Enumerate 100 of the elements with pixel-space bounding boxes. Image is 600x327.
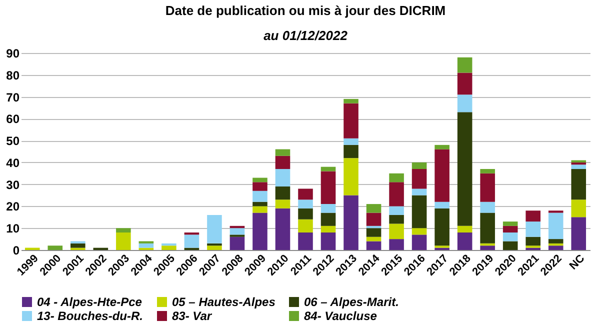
bar — [230, 236, 245, 250]
bar — [116, 232, 131, 250]
chart-subtitle: au 01/12/2022 — [264, 28, 348, 43]
bar — [389, 214, 404, 224]
y-tick-label: 80 — [6, 68, 20, 82]
bar — [571, 164, 586, 170]
bar — [298, 188, 313, 200]
bar — [320, 232, 336, 250]
y-tick-label: 0 — [12, 244, 20, 258]
bar — [207, 243, 222, 246]
bar — [366, 241, 382, 250]
bar — [548, 239, 564, 244]
bar — [526, 210, 540, 222]
bar — [344, 158, 358, 196]
bar — [344, 98, 358, 104]
legend-label: 04 - Alpes-Hte-Pce — [37, 295, 142, 309]
bar — [412, 162, 427, 170]
bar — [502, 241, 518, 250]
bar — [389, 182, 404, 206]
bar — [457, 112, 472, 226]
bar — [162, 243, 176, 246]
bar — [571, 217, 586, 250]
bar — [480, 202, 495, 213]
bar — [252, 182, 268, 191]
bar — [502, 226, 518, 232]
bar — [252, 202, 268, 206]
y-tick-label: 50 — [6, 134, 20, 148]
bar — [480, 246, 495, 250]
bar — [526, 222, 540, 237]
bar — [434, 208, 450, 246]
bar — [298, 200, 313, 208]
bar — [480, 243, 495, 246]
x-tick-label: NC — [567, 252, 588, 272]
bar — [480, 212, 495, 244]
bar — [366, 228, 382, 237]
bar — [412, 169, 427, 189]
y-tick-label: 90 — [6, 46, 20, 60]
bar — [320, 204, 336, 213]
bar — [275, 149, 290, 156]
bar — [434, 202, 450, 208]
y-tick-label: 20 — [6, 200, 20, 214]
chart-title: Date de publication ou mis à jour des DICRIM — [165, 3, 446, 18]
bar — [344, 195, 358, 250]
bar — [230, 228, 245, 235]
bar — [571, 169, 586, 200]
bar — [162, 246, 176, 250]
bar — [252, 206, 268, 213]
bar — [571, 162, 586, 165]
bar — [502, 232, 518, 242]
bar — [366, 204, 382, 213]
bar — [252, 178, 268, 182]
bar — [252, 190, 268, 202]
bar — [298, 219, 313, 232]
bar — [480, 173, 495, 202]
legend-label: 05 – Hautes-Alpes — [172, 295, 276, 309]
y-tick-label: 70 — [6, 90, 20, 104]
bar — [138, 243, 154, 248]
bar — [48, 246, 63, 250]
bar — [298, 232, 313, 250]
bar — [412, 188, 427, 196]
bar — [184, 234, 200, 248]
bar — [412, 234, 427, 250]
bar — [412, 195, 427, 228]
bar — [298, 208, 313, 220]
bar — [457, 94, 472, 112]
bar — [275, 169, 290, 187]
bar — [275, 200, 290, 208]
bar — [389, 224, 404, 240]
bar — [412, 228, 427, 235]
bar — [389, 173, 404, 182]
bar — [207, 214, 222, 244]
legend-label: 83- Var — [172, 309, 213, 323]
bar — [275, 186, 290, 200]
bar — [275, 208, 290, 250]
bar — [207, 246, 222, 250]
bar — [434, 149, 450, 202]
bar — [457, 226, 472, 232]
y-tick-label: 60 — [6, 112, 20, 126]
bar — [320, 212, 336, 226]
bar — [548, 212, 564, 240]
bar — [434, 144, 450, 150]
y-tick-label: 40 — [6, 156, 20, 170]
bar — [344, 138, 358, 145]
bar — [252, 212, 268, 250]
bar — [320, 226, 336, 232]
bar — [389, 239, 404, 250]
bar — [70, 243, 86, 248]
bar — [344, 103, 358, 138]
bar — [480, 169, 495, 174]
legend-label: 84- Vaucluse — [304, 309, 378, 323]
bar — [389, 206, 404, 215]
bar — [457, 232, 472, 250]
bar — [548, 243, 564, 246]
legend-label: 06 – Alpes-Marit. — [304, 295, 399, 309]
bar — [344, 144, 358, 158]
bar — [320, 171, 336, 204]
bar — [366, 212, 382, 226]
bar — [571, 200, 586, 218]
bar — [457, 72, 472, 95]
y-tick-label: 10 — [6, 222, 20, 236]
